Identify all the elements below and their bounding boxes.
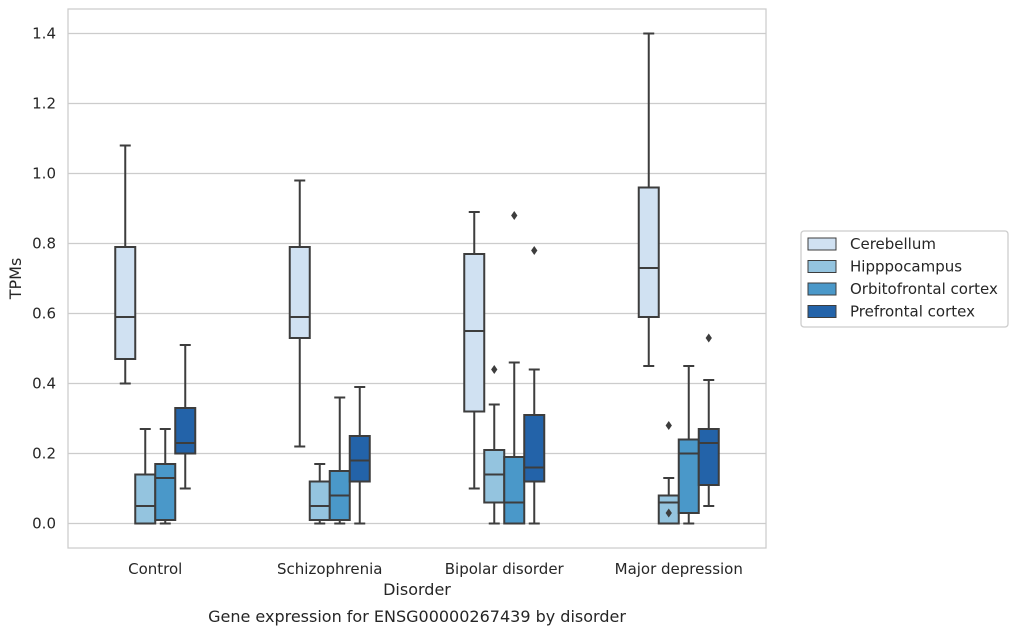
x-axis-label: Disorder [383, 580, 451, 599]
y-tick-label: 0.6 [32, 305, 56, 323]
outlier-point [705, 333, 712, 343]
box-iqr [114, 246, 137, 360]
x-tick-label: Control [128, 560, 182, 578]
box-prefrontal-cortex [348, 386, 371, 525]
legend-frame [800, 230, 1009, 328]
box-iqr [677, 438, 700, 514]
outlier-point [491, 365, 498, 374]
box-orbitofrontal-cortex [503, 211, 526, 525]
outlier-point [665, 508, 672, 518]
box-iqr [483, 449, 506, 504]
box-hipppocampus [483, 365, 506, 525]
y-tick-labels: 0.0 0.2 0.4 0.6 0.8 1.0 1.2 1.4 [32, 25, 56, 533]
box-iqr [523, 414, 546, 483]
legend-label: Prefrontal cortex [850, 303, 975, 321]
box-cerebellum [463, 211, 486, 490]
y-axis-label: TPMs [6, 258, 25, 301]
legend-label: Hipppocampus [850, 258, 962, 276]
outlier-point [511, 211, 518, 220]
box-iqr [308, 480, 331, 521]
box-orbitofrontal-cortex [328, 396, 351, 525]
box-iqr [348, 435, 371, 483]
box-iqr [174, 407, 197, 455]
x-tick-label: Bipolar disorder [445, 560, 565, 578]
x-tick-label: Schizophrenia [277, 560, 382, 578]
plot-frame [67, 8, 767, 549]
x-tick-label: Major depression [615, 560, 743, 578]
legend-swatch [807, 282, 837, 296]
box-iqr [503, 456, 526, 525]
box-cerebellum [114, 144, 137, 385]
box-cerebellum [288, 179, 311, 448]
box-cerebellum [637, 32, 660, 367]
y-tick-label: 1.2 [32, 95, 56, 113]
box-iqr [288, 246, 311, 339]
y-tick-label: 1.0 [32, 165, 56, 183]
box-orbitofrontal-cortex [154, 428, 177, 525]
box-prefrontal-cortex [697, 333, 720, 507]
box-orbitofrontal-cortex [677, 365, 700, 525]
legend-swatch [807, 237, 837, 251]
legend-swatch [807, 305, 837, 318]
box-iqr [463, 253, 486, 413]
legend-swatch [807, 260, 837, 273]
box-groups [114, 32, 720, 525]
legend: Cerebellum Hipppocampus Orbitofrontal cort… [800, 230, 1009, 328]
outlier-point [531, 246, 538, 255]
legend-label: Cerebellum [850, 235, 936, 253]
outlier-point [665, 421, 672, 430]
y-tick-label: 1.4 [32, 25, 56, 43]
chart-caption: Gene expression for ENSG00000267439 by d… [208, 607, 626, 626]
y-tick-label: 0.0 [32, 515, 56, 533]
x-tick-labels: Control Schizophrenia Bipolar disorder Majo… [128, 560, 743, 578]
legend-label: Orbitofrontal cortex [850, 280, 998, 298]
y-tick-label: 0.2 [32, 445, 56, 463]
box-iqr [637, 186, 660, 318]
y-tick-label: 0.8 [32, 235, 56, 253]
box-iqr [154, 463, 177, 521]
box-hipppocampus [657, 421, 680, 525]
y-tick-label: 0.4 [32, 375, 56, 393]
box-prefrontal-cortex [174, 344, 197, 490]
box-iqr [134, 473, 157, 525]
box-prefrontal-cortex [523, 246, 546, 525]
box-iqr [697, 428, 720, 486]
